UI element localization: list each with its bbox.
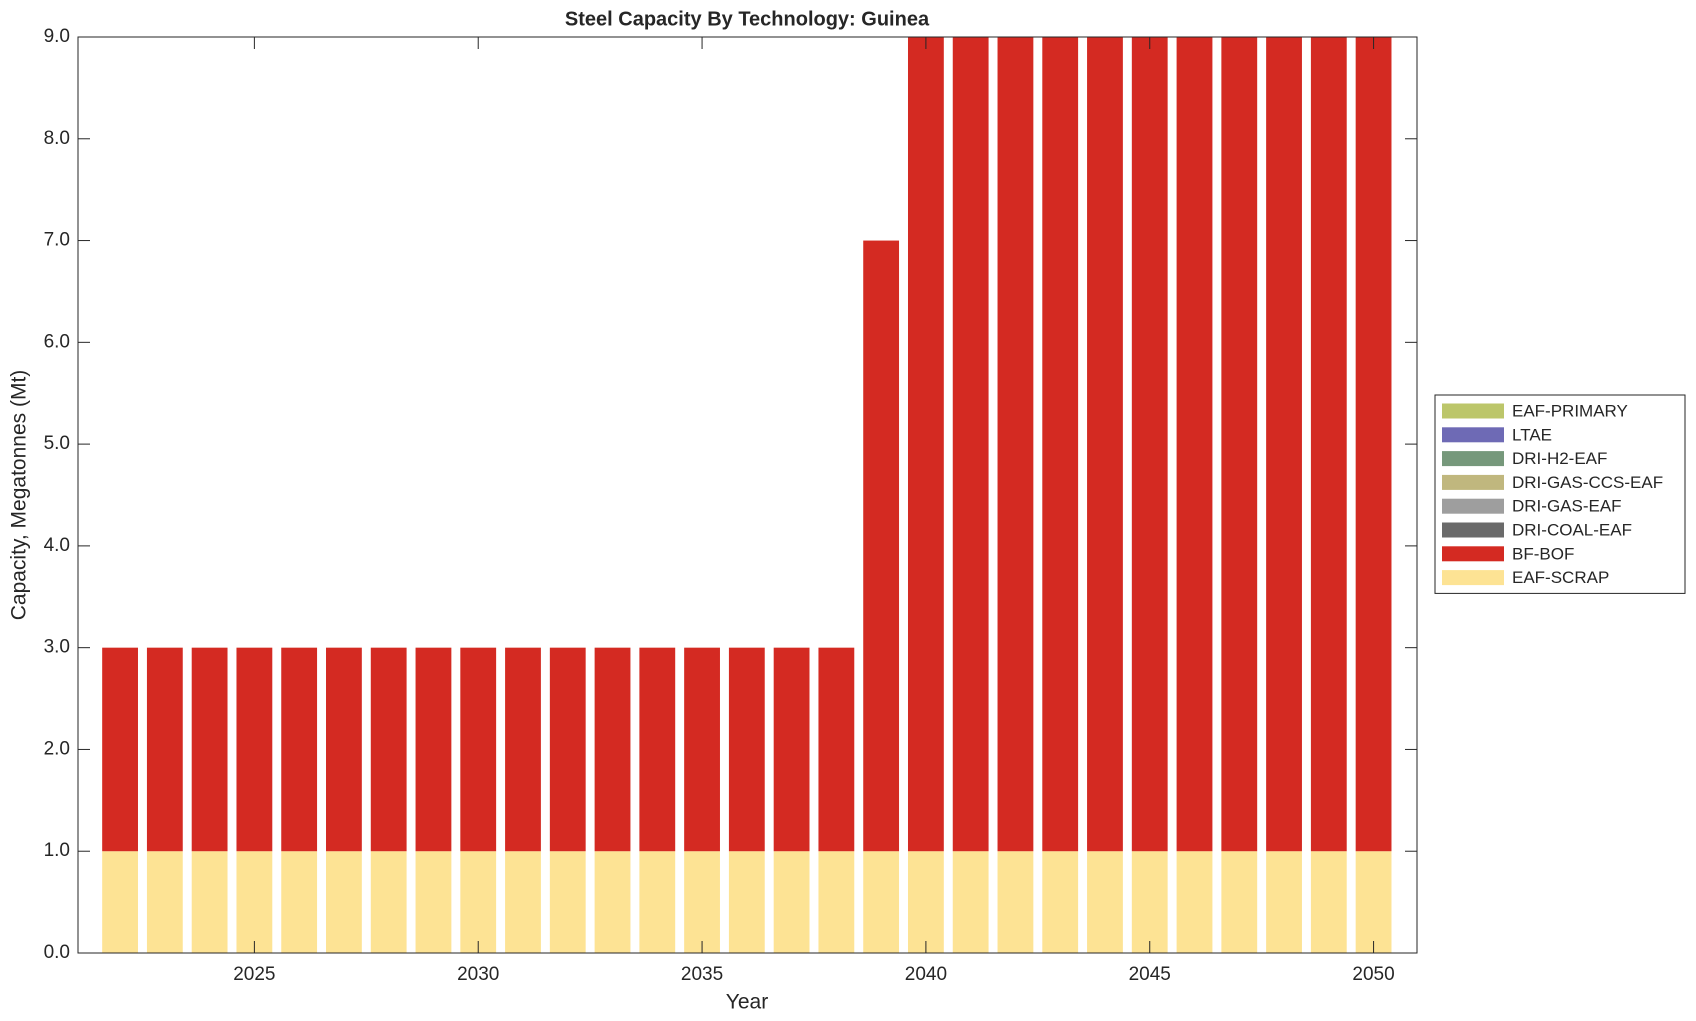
legend-swatch [1442,498,1504,514]
legend-label: EAF-SCRAP [1512,568,1609,587]
legend-swatch [1442,522,1504,538]
bar-segment [1355,851,1392,953]
bar-segment [1176,37,1213,852]
legend-label: DRI-COAL-EAF [1512,520,1632,539]
bar-segment [460,851,497,953]
bar-segment [505,851,541,953]
bar-segment [236,647,273,852]
bar-segment [863,851,900,953]
x-tick-label: 2035 [681,964,723,985]
legend-swatch [1442,427,1504,443]
legend-label: DRI-GAS-EAF [1512,497,1622,516]
bar-segment [1042,851,1079,953]
bar-segment [326,851,362,953]
legend-label: EAF-PRIMARY [1512,401,1628,420]
y-tick-label: 7.0 [44,230,70,251]
bar-segment [281,647,318,852]
bar-segment [1266,37,1302,852]
bar-segment [684,647,720,852]
bar-segment [952,37,989,852]
plot-frame [77,36,1418,954]
bar-segment [1087,37,1123,852]
bar-segment [639,851,676,953]
bar-segment [684,851,720,953]
bar-segment [505,647,541,852]
legend-box [1434,394,1686,594]
bar-segment [1176,851,1213,953]
y-tick-label: 5.0 [44,433,70,454]
y-tick-label: 0.0 [44,942,70,963]
bar-segment [594,851,631,953]
bar-segment [952,851,989,953]
bar-segment [102,851,138,953]
bar-segment [818,851,855,953]
bar-segment [281,851,318,953]
chart-title: Steel Capacity By Technology: Guinea [565,8,930,30]
bar-segment [326,647,362,852]
bar-segment [1131,851,1168,953]
bar-segment [1221,37,1258,852]
bar-segment [818,647,855,852]
y-tick-label: 8.0 [44,128,70,149]
legend-swatch [1442,451,1504,467]
bar-segment [997,851,1034,953]
bar-segment [907,37,944,852]
y-tick-label: 1.0 [44,840,70,861]
bar-segment [1310,851,1347,953]
x-tick-label: 2040 [905,964,947,985]
bar-segment [1310,37,1347,852]
y-tick-label: 3.0 [44,637,70,658]
bar-segment [997,37,1034,852]
bar-segment [1042,37,1079,852]
bar-segment [1221,851,1258,953]
y-tick-label: 9.0 [44,26,70,47]
y-tick-label: 2.0 [44,738,70,759]
bar-segment [370,851,407,953]
bar-segment [594,647,631,852]
bar-segment [236,851,273,953]
bar-segment [773,851,810,953]
bar-segment [1131,37,1168,852]
bar-segment [1355,37,1392,852]
legend-swatch [1442,474,1504,490]
bar-segment [460,647,497,852]
bar-segment [549,851,586,953]
legend-swatch [1442,403,1504,419]
y-tick-label: 6.0 [44,331,70,352]
bar-segment [863,240,900,852]
bar-segment [1087,851,1123,953]
x-tick-label: 2045 [1129,964,1171,985]
legend-swatch [1442,546,1504,562]
x-axis-label: Year [726,991,768,1014]
legend-label: LTAE [1512,425,1552,444]
bar-segment [728,647,765,852]
y-axis-label: Capacity, Megatonnes (Mt) [8,370,31,621]
bar-segment [191,851,228,953]
legend-label: DRI-GAS-CCS-EAF [1512,473,1663,492]
bar-segment [146,647,183,852]
legend-label: DRI-H2-EAF [1512,449,1607,468]
legend-swatch [1442,570,1504,586]
bar-segment [415,851,452,953]
bar-segment [639,647,676,852]
bar-segment [102,647,138,852]
x-tick-label: 2025 [233,964,275,985]
bar-segment [549,647,586,852]
legend-label: BF-BOF [1512,544,1574,563]
bar-segment [728,851,765,953]
bar-segment [146,851,183,953]
bar-segment [191,647,228,852]
y-tick-label: 4.0 [44,535,70,556]
bar-segment [773,647,810,852]
bar-segment [907,851,944,953]
bar-segment [370,647,407,852]
bar-segment [415,647,452,852]
bar-segment [1266,851,1302,953]
x-tick-label: 2050 [1352,964,1394,985]
x-tick-label: 2030 [457,964,499,985]
